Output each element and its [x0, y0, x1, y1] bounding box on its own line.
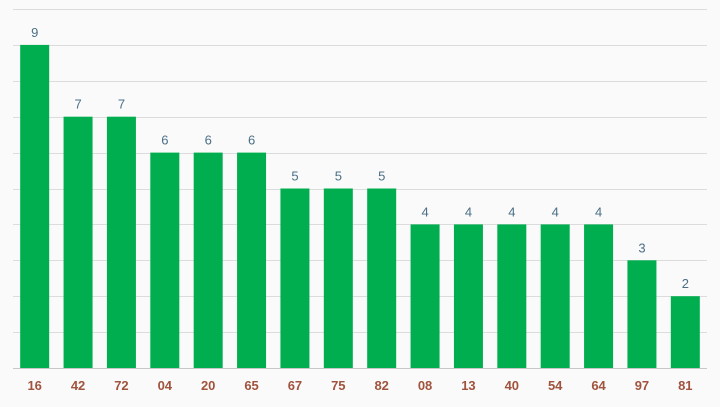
bar-54 [540, 224, 570, 368]
bar-16 [20, 44, 50, 369]
value-label-82: 5 [378, 169, 385, 184]
bar-64 [584, 224, 614, 368]
value-label-75: 5 [335, 169, 342, 184]
category-label-54: 54 [548, 378, 563, 393]
bar-20 [193, 152, 223, 368]
value-label-97: 3 [638, 240, 645, 255]
category-label-82: 82 [374, 378, 388, 393]
category-label-81: 81 [678, 378, 692, 393]
bar-67 [280, 188, 310, 368]
bar-65 [237, 152, 267, 368]
value-label-04: 6 [161, 133, 168, 148]
value-label-42: 7 [74, 97, 81, 112]
value-label-20: 6 [205, 133, 212, 148]
category-label-40: 40 [505, 378, 519, 393]
bar-42 [63, 116, 93, 368]
value-labels: 9 7 7 6 6 6 5 5 5 4 4 4 4 4 3 2 [31, 25, 689, 291]
category-label-13: 13 [461, 378, 475, 393]
bar-75 [323, 188, 353, 368]
category-label-08: 08 [418, 378, 432, 393]
value-label-65: 6 [248, 133, 255, 148]
value-label-64: 4 [595, 204, 602, 219]
category-label-67: 67 [288, 378, 302, 393]
bar-40 [497, 224, 527, 368]
value-label-81: 2 [682, 276, 689, 291]
bar-04 [150, 152, 180, 368]
bar-13 [453, 224, 483, 368]
category-label-42: 42 [71, 378, 85, 393]
bar-82 [367, 188, 397, 368]
category-label-20: 20 [201, 378, 215, 393]
bar-81 [670, 296, 700, 368]
bar-72 [106, 116, 136, 368]
value-label-16: 9 [31, 25, 38, 40]
value-label-08: 4 [421, 204, 428, 219]
category-label-04: 04 [158, 378, 173, 393]
value-label-40: 4 [508, 204, 515, 219]
value-label-54: 4 [552, 204, 559, 219]
value-label-72: 7 [118, 97, 125, 112]
category-tick-labels: 16 42 72 04 20 65 67 75 82 08 13 40 54 64 97 81 [27, 378, 692, 393]
value-label-67: 5 [291, 169, 298, 184]
category-label-72: 72 [114, 378, 128, 393]
category-label-75: 75 [331, 378, 345, 393]
category-label-64: 64 [591, 378, 606, 393]
category-label-65: 65 [244, 378, 258, 393]
bar-97 [627, 260, 657, 368]
category-label-97: 97 [635, 378, 649, 393]
category-label-16: 16 [27, 378, 41, 393]
value-label-13: 4 [465, 204, 472, 219]
bar-08 [410, 224, 440, 368]
bars [20, 44, 700, 369]
